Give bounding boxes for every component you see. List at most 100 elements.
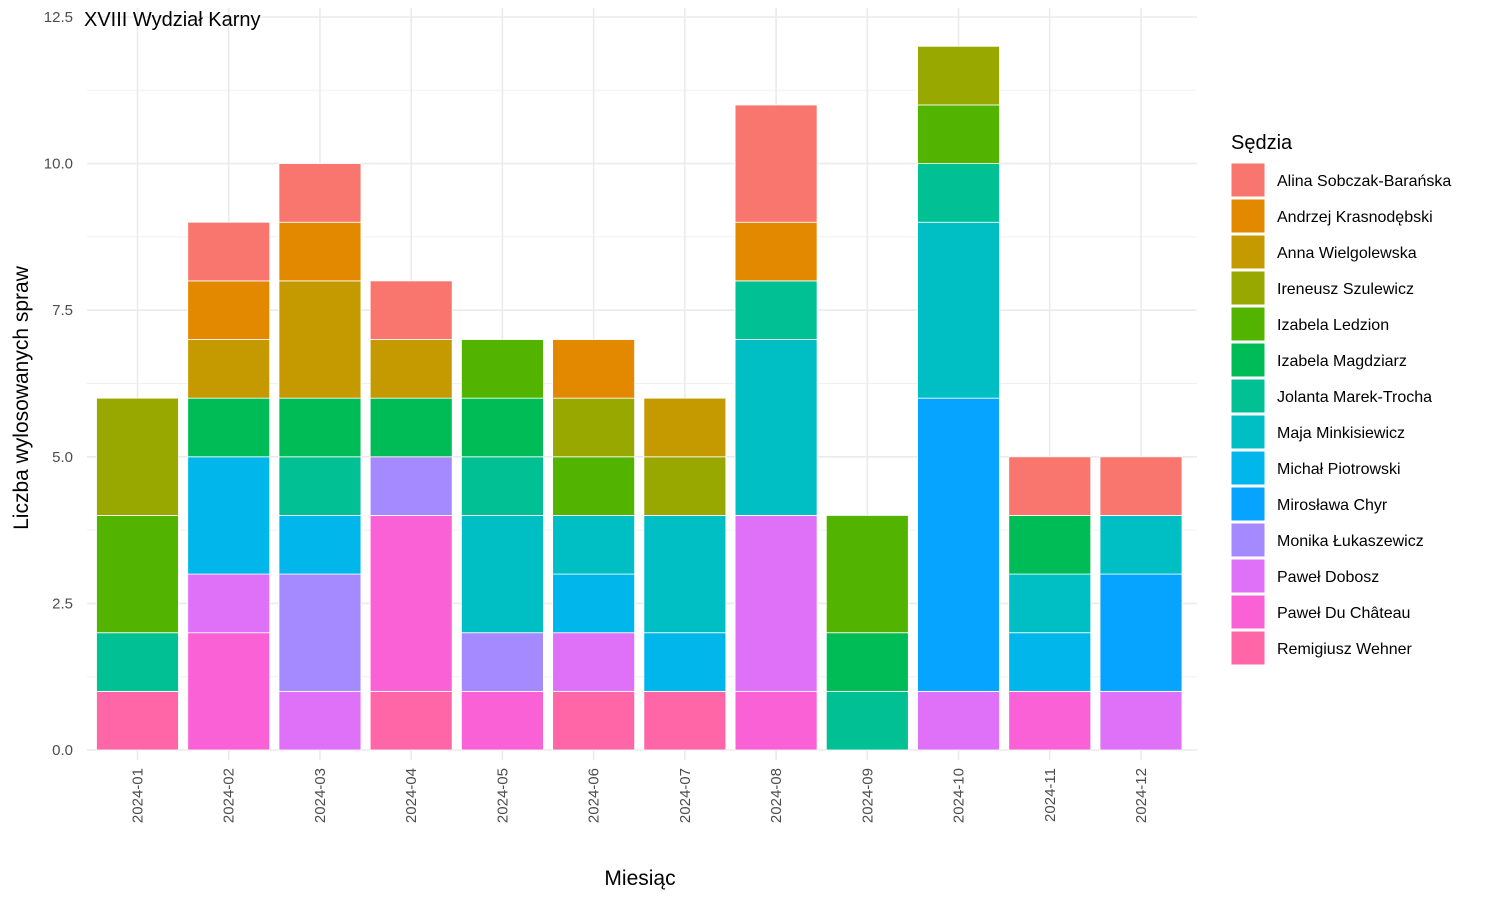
bar-segment	[917, 397, 1000, 692]
legend-item: Mirosława Chyr	[1230, 486, 1388, 522]
x-tick-label: 2024-10	[951, 768, 968, 823]
legend-label: Izabela Ledzion	[1277, 317, 1389, 334]
bar-segment	[278, 573, 362, 692]
legend-item: Izabela Magdziarz	[1230, 342, 1407, 378]
bar-segment	[278, 163, 362, 223]
bar-segment	[552, 515, 636, 575]
bar-segment	[643, 456, 727, 516]
legend-item: Michał Piotrowski	[1230, 450, 1401, 486]
legend-swatch	[1230, 450, 1266, 486]
bar-segment	[278, 397, 362, 458]
y-tick-label: 10.0	[44, 156, 73, 173]
y-tick-label: 5.0	[52, 449, 73, 466]
x-tick-label: 2024-08	[768, 768, 785, 823]
bar-segment	[734, 339, 818, 516]
legend-label: Paweł Dobosz	[1277, 569, 1379, 586]
legend-item: Anna Wielgolewska	[1230, 234, 1417, 270]
legend-item: Maja Minkisiewicz	[1230, 414, 1405, 450]
bar-segment	[278, 456, 362, 516]
bar-segment	[1008, 515, 1092, 575]
bar-segment	[369, 397, 453, 458]
bar-segment	[825, 690, 909, 751]
bar-segment	[187, 397, 271, 458]
y-tick-label: 0.0	[52, 742, 73, 759]
bar-segment	[643, 632, 727, 692]
bar-segment	[917, 221, 1000, 399]
chart-title: XVIII Wydział Karny	[84, 9, 261, 31]
bar-segment	[917, 163, 1000, 223]
bar-segment	[461, 397, 544, 458]
bar-stack	[734, 104, 818, 751]
bar-segment	[1008, 456, 1092, 516]
bar-segment	[552, 397, 636, 458]
bar-stack	[643, 397, 727, 751]
bar-segment	[552, 339, 636, 399]
bar-stack	[825, 515, 909, 751]
y-tick-label: 7.5	[52, 302, 73, 319]
bar-segment	[187, 632, 271, 751]
bar-segment	[643, 690, 727, 751]
legend-item: Monika Łukaszewicz	[1230, 522, 1424, 558]
bar-segment	[917, 690, 1000, 751]
x-tick-label: 2024-03	[312, 768, 329, 823]
bar-segment	[917, 45, 1000, 106]
bar-segment	[734, 515, 818, 692]
bar-segment	[96, 632, 179, 692]
legend-item: Izabela Ledzion	[1230, 306, 1389, 342]
bar-segment	[1099, 690, 1183, 751]
bar-segment	[187, 456, 271, 575]
x-tick-label: 2024-12	[1133, 768, 1150, 823]
x-tick-label: 2024-07	[677, 768, 694, 823]
bar-segment	[734, 690, 818, 751]
legend-label: Ireneusz Szulewicz	[1277, 281, 1414, 298]
x-tick-label: 2024-04	[403, 768, 420, 823]
legend-item: Andrzej Krasnodębski	[1230, 198, 1433, 234]
legend-swatch	[1230, 486, 1266, 522]
x-axis-title: Miesiąc	[604, 867, 675, 890]
bar-stack	[369, 280, 453, 751]
legend-title: Sędzia	[1231, 132, 1293, 154]
x-tick-label: 2024-09	[859, 768, 876, 823]
bar-stack	[917, 45, 1000, 751]
bar-segment	[187, 221, 271, 282]
legend-swatch	[1230, 630, 1266, 666]
legend-items: Alina Sobczak-Barańska Andrzej Krasnodębs…	[1230, 162, 1451, 666]
bar-segment	[369, 339, 453, 399]
bar-segment	[96, 515, 179, 634]
bar-segment	[278, 221, 362, 282]
y-ticks: 0.0 2.5 5.0 7.5 10.0 12.5	[44, 9, 73, 759]
legend-swatch	[1230, 522, 1266, 558]
bar-segment	[278, 280, 362, 399]
legend-item: Paweł Du Château	[1230, 594, 1410, 630]
legend-swatch	[1230, 306, 1266, 342]
bar-segment	[643, 397, 727, 458]
legend-swatch	[1230, 198, 1266, 234]
bar-segment	[461, 632, 544, 692]
bar-segment	[369, 515, 453, 692]
x-tick-label: 2024-02	[221, 768, 238, 823]
bar-stack	[1008, 456, 1092, 751]
legend-item: Jolanta Marek-Trocha	[1230, 378, 1432, 414]
legend-label: Remigiusz Wehner	[1277, 641, 1413, 658]
legend-item: Remigiusz Wehner	[1230, 630, 1413, 666]
bars-layer	[96, 45, 1183, 751]
bar-segment	[825, 632, 909, 692]
legend-label: Alina Sobczak-Barańska	[1277, 173, 1451, 190]
legend-swatch	[1230, 594, 1266, 630]
bar-segment	[461, 456, 544, 516]
y-axis-title: Liczba wylosowanych spraw	[10, 265, 33, 530]
bar-segment	[1008, 573, 1092, 634]
bar-segment	[369, 456, 453, 516]
x-tick-label: 2024-05	[494, 768, 511, 823]
y-tick-label: 12.5	[44, 9, 73, 26]
bar-segment	[1099, 573, 1183, 692]
legend-label: Paweł Du Château	[1277, 605, 1410, 622]
bar-segment	[643, 515, 727, 634]
x-tick-label: 2024-01	[130, 768, 147, 823]
legend-label: Michał Piotrowski	[1277, 461, 1401, 478]
legend-swatch	[1230, 378, 1266, 414]
bar-segment	[825, 515, 909, 634]
bar-segment	[734, 221, 818, 282]
legend-label: Andrzej Krasnodębski	[1277, 209, 1433, 226]
